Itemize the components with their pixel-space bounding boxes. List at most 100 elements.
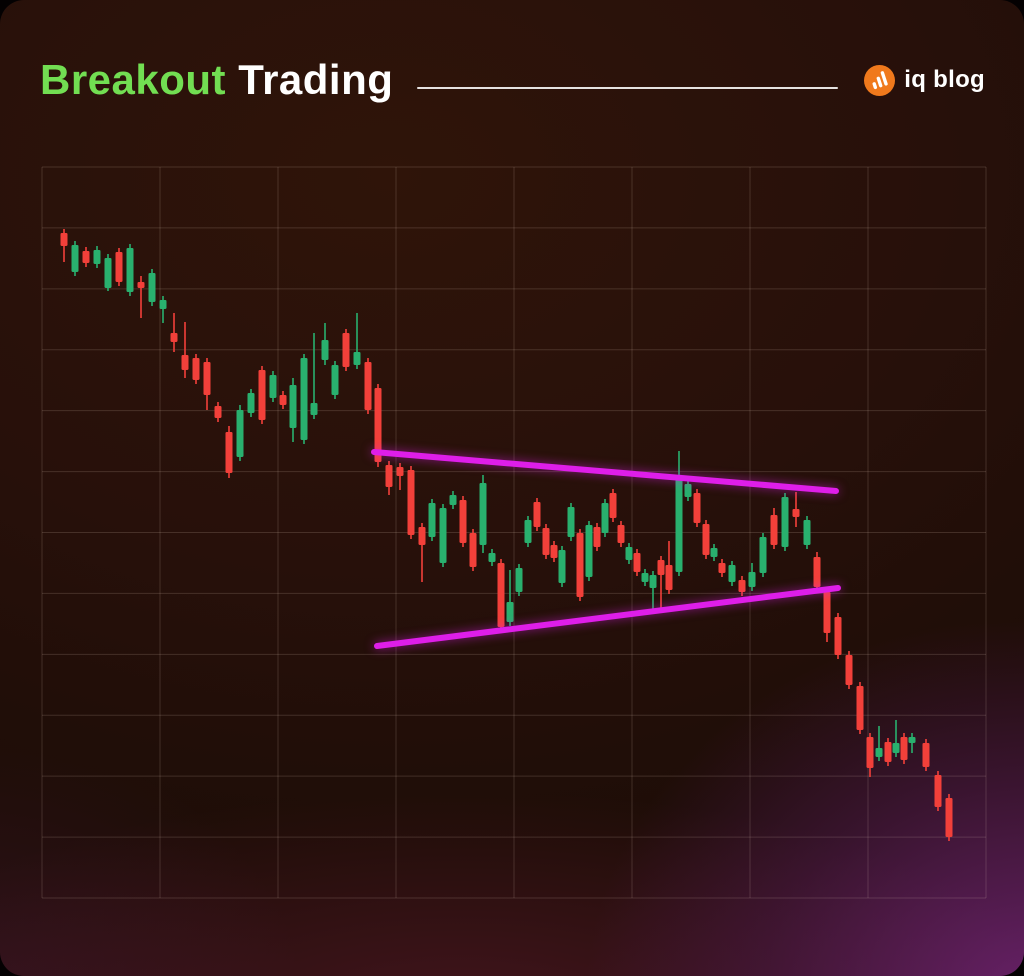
page-title: Breakout Trading (40, 54, 393, 106)
candle (665, 541, 673, 594)
trendline-upper-resistance (371, 449, 839, 494)
candle (748, 563, 756, 591)
title-rest: Trading (238, 56, 394, 103)
candle (159, 296, 167, 323)
candle (884, 738, 892, 766)
header: Breakout Trading iq blog (40, 54, 985, 106)
candle (342, 329, 350, 371)
candle (908, 733, 916, 753)
candle (148, 269, 156, 306)
candle (728, 561, 736, 586)
candle (104, 254, 112, 291)
candle (892, 720, 900, 757)
candle (126, 244, 134, 296)
candle (321, 323, 329, 365)
candle (506, 570, 514, 626)
candle (247, 389, 255, 417)
candle (738, 576, 746, 596)
candle (576, 529, 584, 601)
candle (214, 402, 222, 422)
candle (331, 361, 339, 399)
candle (675, 451, 683, 576)
candle (813, 552, 821, 592)
candle (203, 358, 211, 410)
candle (385, 461, 393, 495)
candle (497, 559, 505, 632)
candle (488, 549, 496, 566)
candle (770, 508, 778, 549)
candle (236, 405, 244, 461)
grid-lines (41, 166, 987, 899)
candle (834, 613, 842, 659)
candle (93, 246, 101, 268)
candle (792, 492, 800, 527)
candle (845, 651, 853, 689)
candle (82, 247, 90, 267)
candle (617, 521, 625, 547)
candle (550, 541, 558, 562)
candle (469, 529, 477, 571)
candle (269, 371, 277, 402)
candle (710, 544, 718, 561)
candle (856, 682, 864, 734)
candle (439, 504, 447, 567)
candle (60, 229, 68, 262)
candle (364, 358, 372, 414)
candle (170, 313, 178, 352)
candle (479, 475, 487, 553)
trendlines (371, 449, 841, 649)
brand: iq blog (864, 64, 985, 96)
candle (657, 556, 665, 612)
candle (300, 354, 308, 444)
candle (601, 499, 609, 537)
candle (225, 426, 233, 478)
candle (258, 366, 266, 424)
candle (693, 489, 701, 527)
candle (934, 771, 942, 811)
candle (396, 463, 404, 490)
candle (875, 726, 883, 761)
candle (759, 533, 767, 577)
candle (684, 480, 692, 501)
candles (60, 229, 953, 841)
candle (718, 559, 726, 577)
candle (593, 523, 601, 551)
candle (418, 523, 426, 582)
candle (407, 466, 415, 539)
title-highlight: Breakout (40, 56, 227, 103)
candle (181, 322, 189, 378)
candle (922, 739, 930, 771)
candle (115, 248, 123, 286)
candle (702, 520, 710, 559)
candle (649, 571, 657, 610)
candle (137, 276, 145, 318)
candle (558, 546, 566, 587)
candle (781, 493, 789, 551)
trendline-lower-support (374, 585, 841, 649)
candle (542, 524, 550, 559)
candle (633, 549, 641, 576)
candle (609, 489, 617, 522)
candle (524, 516, 532, 547)
bar-chart-logo-bars (872, 70, 888, 89)
candle (533, 498, 541, 531)
candle (803, 516, 811, 549)
candle (192, 354, 200, 384)
bar-chart-logo-icon (864, 64, 896, 96)
candle (515, 564, 523, 596)
candle (289, 378, 297, 442)
header-rule (417, 87, 839, 89)
candle (459, 496, 467, 547)
candle (823, 588, 831, 642)
candle (945, 794, 953, 841)
candle (353, 313, 361, 369)
brand-label: iq blog (904, 66, 985, 93)
candle (428, 499, 436, 541)
candle (866, 733, 874, 777)
candle (641, 569, 649, 586)
candle (585, 521, 593, 581)
candle (279, 391, 287, 409)
